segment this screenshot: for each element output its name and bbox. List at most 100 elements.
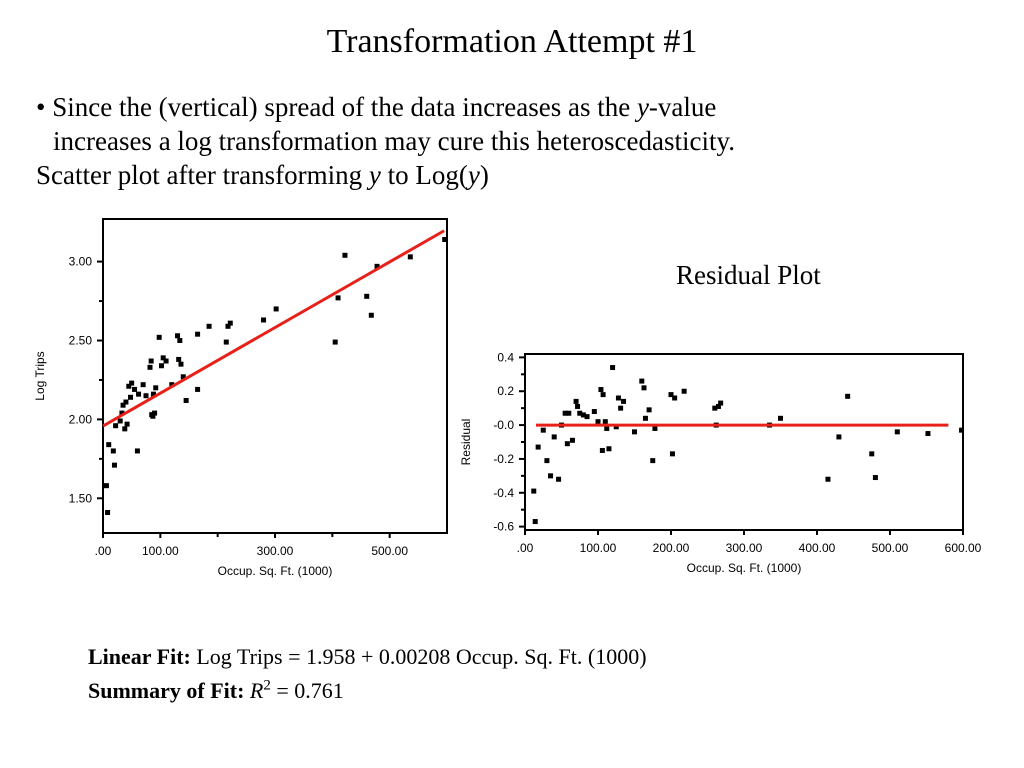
residual-data-point <box>604 425 610 431</box>
residual-x-axis-title: Occup. Sq. Ft. (1000) <box>687 561 802 575</box>
caption-var-y2: y <box>467 160 480 190</box>
residual-data-point <box>925 431 931 437</box>
residual-data-point <box>551 434 557 440</box>
slide-title: Transformation Attempt #1 <box>326 23 698 60</box>
residual-data-point <box>531 488 537 494</box>
residual-data-point <box>573 398 579 404</box>
log-trips-data-point <box>136 391 142 397</box>
log-trips-data-point <box>156 334 162 340</box>
summary-fit-label: Summary of Fit: <box>88 678 245 703</box>
log-trips-data-point <box>148 358 154 364</box>
log-trips-data-point <box>152 410 158 416</box>
residual-data-point <box>668 392 674 398</box>
residual-plot-frame <box>524 353 964 531</box>
log-trips-data-point <box>368 312 374 318</box>
log-trips-data-point <box>122 426 128 432</box>
residual-data-point <box>836 434 842 440</box>
bullet-text-1b: -value <box>648 92 717 122</box>
residual-x-tick-label: .00 <box>517 541 534 555</box>
log-trips-data-point <box>113 423 119 429</box>
log-trips-data-point <box>134 448 140 454</box>
residual-data-point <box>639 378 645 384</box>
residual-data-point <box>606 446 612 452</box>
log-trips-data-point <box>342 252 348 258</box>
residual-data-point <box>615 395 621 401</box>
residual-data-point <box>872 475 878 481</box>
residual-y-axis-title: Residual <box>459 419 473 466</box>
residual-data-point <box>595 419 601 425</box>
log-trips-data-point <box>273 306 279 312</box>
residual-data-point <box>548 473 554 479</box>
log-trips-data-point <box>206 323 212 329</box>
residual-x-tick-label: 100.00 <box>580 541 617 555</box>
linear-fit-line: Linear Fit: Log Trips = 1.958 + 0.00208 … <box>88 640 647 674</box>
log-trips-data-point <box>364 293 370 299</box>
residual-data-point <box>544 458 550 464</box>
residual-x-tick-label: 400.00 <box>799 541 836 555</box>
residual-data-point <box>669 451 675 457</box>
log-trips-data-point <box>158 363 164 369</box>
caption-var-y: y <box>368 160 381 190</box>
log-trips-data-point <box>163 358 169 364</box>
bullet-line-2: increases a log transformation may cure … <box>53 126 736 156</box>
log-trips-y-tick-label: 2.50 <box>69 333 93 347</box>
residual-data-point <box>540 427 546 433</box>
log-trips-data-point <box>332 339 338 345</box>
log-trips-data-point <box>110 448 116 454</box>
residual-data-point <box>584 414 590 420</box>
residual-data-point <box>556 476 562 482</box>
log-trips-data-point <box>129 380 135 386</box>
log-trips-data-point <box>335 295 341 301</box>
residual-data-point <box>566 410 572 416</box>
log-trips-x-axis-title: Occup. Sq. Ft. (1000) <box>218 564 333 578</box>
residual-y-tick-label: -0.0 <box>493 418 514 432</box>
caption-text-a: Scatter plot after transforming <box>36 160 369 190</box>
residual-data-point <box>712 405 718 411</box>
fit-summary: Linear Fit: Log Trips = 1.958 + 0.00208 … <box>88 640 647 708</box>
residual-data-point <box>575 403 581 409</box>
residual-data-point <box>715 403 721 409</box>
residual-data-point <box>641 385 647 391</box>
residual-data-point <box>681 388 687 394</box>
log-trips-y-tick-label: 3.00 <box>69 255 93 269</box>
log-trips-x-tick-label: 300.00 <box>257 544 294 558</box>
bullet-text-1a: Since the (vertical) spread of the data … <box>52 92 637 122</box>
residual-data-point <box>825 476 831 482</box>
residual-data-point <box>598 387 604 393</box>
log-trips-data-point <box>126 383 132 389</box>
linear-fit-equation: Log Trips = 1.958 + 0.00208 Occup. Sq. F… <box>196 644 647 669</box>
residual-y-tick-label: -0.6 <box>493 520 514 534</box>
residual-data-point <box>959 427 965 433</box>
summary-fit-line: Summary of Fit: R2 = 0.761 <box>88 674 647 708</box>
log-trips-x-tick-label: 500.00 <box>371 544 408 558</box>
log-trips-fit-line <box>102 229 445 428</box>
residual-y-tick-label: -0.2 <box>493 452 514 466</box>
log-trips-data-point <box>261 317 267 323</box>
log-trips-data-point <box>153 385 159 391</box>
log-trips-data-point <box>374 263 380 269</box>
residual-data-point <box>646 407 652 413</box>
log-trips-data-point <box>111 462 117 468</box>
residual-data-point <box>621 398 627 404</box>
residual-data-point <box>532 519 538 525</box>
residual-x-tick-label: 500.00 <box>872 541 909 555</box>
residual-data-point <box>894 429 900 435</box>
caption-text-c: ) <box>479 160 489 190</box>
bullet-var-y: y <box>636 92 649 122</box>
residual-data-point <box>562 410 568 416</box>
log-trips-data-point <box>143 393 149 399</box>
log-trips-data-point <box>150 391 156 397</box>
residual-data-point <box>535 444 541 450</box>
log-trips-data-point <box>442 237 448 243</box>
log-trips-data-point <box>132 386 138 392</box>
r-value: = 0.761 <box>270 678 344 703</box>
log-trips-y-tick-label: 2.00 <box>69 412 93 426</box>
residual-data-point <box>672 395 678 401</box>
residual-data-point <box>610 365 616 371</box>
log-trips-data-point <box>223 339 229 345</box>
log-trips-data-point <box>105 509 111 515</box>
r-exponent: 2 <box>263 677 271 694</box>
residual-data-point <box>718 400 724 406</box>
